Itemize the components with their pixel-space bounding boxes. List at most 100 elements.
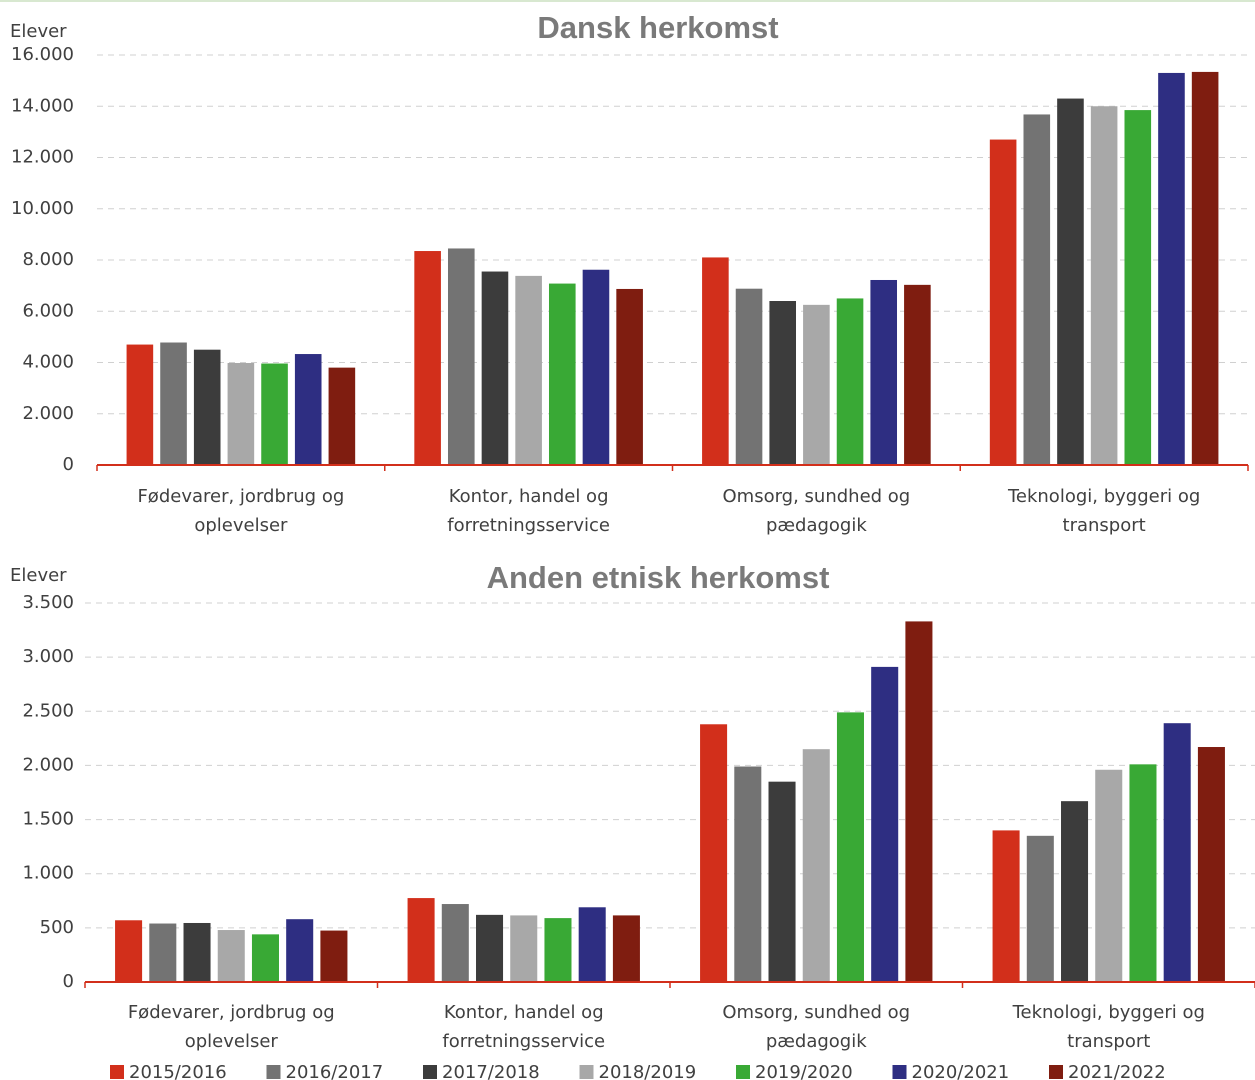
bar (1197, 747, 1225, 982)
x-tick-label: Teknologi, byggeri og transport (1012, 1002, 1205, 1052)
bar (294, 354, 322, 465)
bar (414, 251, 441, 465)
bar (126, 344, 154, 465)
legend-label: 2015/2016 (129, 1062, 227, 1080)
y-axis-label: Elever (10, 565, 67, 586)
legend-label: 2016/2017 (286, 1062, 384, 1080)
x-tick-label: Kontor, handel og forretningsservice (447, 486, 610, 536)
bar (217, 930, 245, 982)
bar (905, 621, 933, 982)
bar (407, 898, 435, 982)
bar (548, 283, 576, 465)
bar (734, 766, 762, 982)
bar (700, 724, 728, 982)
bar (115, 920, 143, 982)
bar (251, 934, 279, 982)
legend-label: 2021/2022 (1068, 1062, 1166, 1080)
x-tick-label: Teknologi, byggeri og transport (1007, 486, 1201, 536)
bar (1090, 106, 1118, 465)
bar (149, 923, 177, 982)
bar (476, 914, 504, 982)
x-tick-label: Kontor, handel og forretningsservice (442, 1002, 606, 1052)
legend-swatch (579, 1065, 594, 1079)
y-tick-label: 0 (63, 971, 74, 992)
bar (735, 288, 763, 465)
bar (904, 284, 931, 465)
y-tick-label: 4.000 (22, 352, 74, 373)
chart-title: Dansk herkomst (537, 10, 778, 45)
bar (870, 279, 898, 465)
legend-swatch (266, 1065, 281, 1079)
bar (612, 915, 640, 982)
bar (328, 367, 356, 465)
chart-title: Anden etnisk herkomst (487, 560, 830, 595)
y-tick-label: 1.500 (22, 809, 74, 830)
bar (702, 257, 729, 465)
x-tick-label: Fødevarer, jordbrug og oplevelser (137, 486, 345, 536)
y-tick-label: 8.000 (22, 249, 74, 270)
bar (768, 781, 796, 982)
bar (1023, 114, 1051, 465)
y-tick-label: 2.000 (22, 403, 74, 424)
bar (578, 907, 606, 982)
bar (1163, 723, 1191, 982)
bar (441, 904, 469, 982)
bar (261, 363, 288, 465)
bar (1057, 98, 1084, 465)
legend-swatch (1049, 1065, 1063, 1079)
legend-label: 2018/2019 (599, 1062, 697, 1080)
bar (183, 922, 211, 982)
bar (836, 712, 864, 982)
y-tick-label: 3.500 (22, 592, 74, 613)
bar (582, 269, 610, 465)
bar (1095, 769, 1123, 982)
x-tick-label: Omsorg, sundhed og pædagogik (722, 1002, 911, 1052)
bar (989, 139, 1017, 465)
bar (544, 918, 572, 982)
y-tick-label: 14.000 (11, 95, 74, 116)
x-tick-label: Fødevarer, jordbrug og oplevelser (127, 1002, 335, 1052)
bar (871, 666, 899, 982)
bar (1191, 71, 1219, 465)
bar (1061, 801, 1089, 982)
legend-label: 2017/2018 (442, 1062, 540, 1080)
bar (515, 275, 542, 465)
y-tick-label: 16.000 (11, 44, 74, 65)
bar (836, 298, 864, 465)
bar (769, 301, 797, 465)
bar (802, 749, 830, 982)
bar (286, 919, 314, 982)
bar (1026, 835, 1054, 982)
bar (1124, 110, 1152, 465)
y-axis-label: Elever (10, 21, 67, 42)
legend-swatch (110, 1065, 124, 1079)
y-tick-label: 10.000 (11, 198, 74, 219)
bar (193, 349, 221, 465)
bar (227, 363, 255, 465)
y-tick-label: 2.500 (22, 700, 74, 721)
legend-swatch (423, 1065, 437, 1079)
legend-swatch (892, 1065, 907, 1079)
bar (481, 271, 509, 465)
y-tick-label: 3.000 (22, 646, 74, 667)
bar (160, 342, 187, 465)
y-tick-label: 500 (40, 917, 74, 938)
y-tick-label: 6.000 (22, 300, 74, 321)
legend-label: 2020/2021 (912, 1062, 1010, 1080)
bar (1129, 764, 1157, 982)
y-tick-label: 1.000 (22, 863, 74, 884)
y-tick-label: 2.000 (22, 754, 74, 775)
legend-label: 2019/2020 (755, 1062, 853, 1080)
bar (616, 288, 643, 465)
y-tick-label: 0 (63, 454, 74, 475)
bar (447, 248, 475, 465)
bar (992, 830, 1020, 982)
legend-swatch (736, 1065, 750, 1079)
x-tick-label: Omsorg, sundhed og pædagogik (722, 486, 911, 536)
bar (510, 915, 538, 982)
bar (803, 304, 830, 465)
bar (320, 930, 348, 982)
bar (1158, 72, 1185, 465)
